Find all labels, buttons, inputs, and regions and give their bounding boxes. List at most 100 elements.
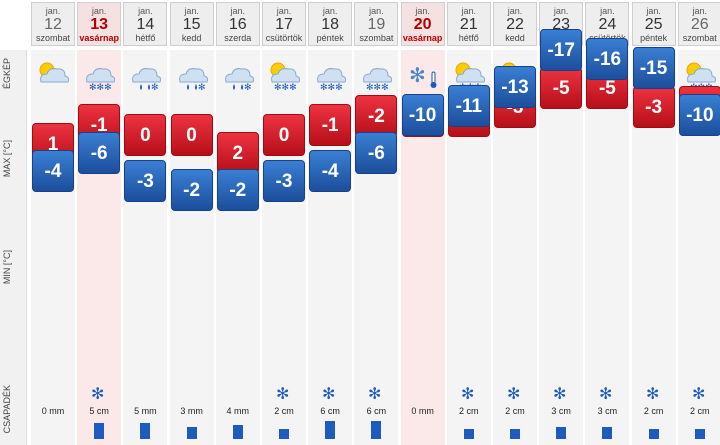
day-column-17: jan. 17 csütörtök ✻✻✻ 0 -3 ✻ 2 cm — [262, 0, 306, 445]
weekday-label: szerda — [224, 33, 252, 43]
min-temp-box: -4 — [32, 150, 74, 193]
precip-bar — [602, 427, 613, 439]
min-temp-box: -17 — [540, 28, 583, 71]
min-temp-box: -15 — [632, 47, 675, 90]
precip-amount: 2 cm — [274, 406, 294, 416]
day-column-18: jan. 18 péntek ✻✻✻ -1 -4 ✻ 6 cm — [308, 0, 353, 445]
precip-bar — [694, 429, 705, 439]
precip-amount: 0 mm — [41, 406, 65, 416]
svg-text:✻: ✻ — [409, 63, 426, 87]
month-label: jan. — [646, 6, 661, 16]
max-temp-box: -3 — [632, 85, 675, 128]
day-header[interactable]: jan. 22 kedd — [493, 2, 537, 46]
svg-text:✻: ✻ — [461, 384, 474, 403]
day-header[interactable]: jan. 17 csütörtök — [262, 2, 306, 46]
precip-amount: 2 cm — [643, 406, 664, 416]
svg-text:✻✻✻: ✻✻✻ — [320, 83, 343, 92]
day-header[interactable]: jan. 18 péntek — [308, 2, 353, 46]
day-column-13: jan. 13 vasárnap ✻✻✻ -1 -6 ✻ 5 cm — [77, 0, 122, 445]
month-label: jan. — [138, 6, 153, 16]
day-header[interactable]: jan. 20 vasárnap — [400, 2, 445, 46]
weekday-label: vasárnap — [79, 33, 119, 43]
max-temp-box: -5 — [540, 66, 583, 109]
svg-text:✻: ✻ — [91, 384, 104, 403]
day-header[interactable]: jan. 16 szerda — [215, 2, 260, 46]
day-header[interactable]: jan. 14 hétfő — [123, 2, 168, 46]
svg-text:✻✻✻: ✻✻✻ — [366, 83, 389, 92]
max-temp-box: 2 — [216, 132, 259, 175]
svg-text:✻: ✻ — [646, 384, 659, 403]
day-column-16: jan. 16 szerda ✻ 2 -2 4 mm — [215, 0, 260, 445]
snowflake-icon: ✻ — [597, 383, 617, 403]
weekday-label: kedd — [181, 33, 202, 43]
day-column-background — [585, 50, 630, 445]
day-column-12: jan. 12 szombat 1 -4 0 mm — [31, 0, 75, 445]
svg-text:✻✻✻: ✻✻✻ — [89, 83, 112, 92]
precip-amount: 2 cm — [459, 406, 479, 416]
day-number: 19 — [367, 16, 386, 33]
min-temp-box: -11 — [447, 84, 490, 127]
day-number: 21 — [459, 16, 478, 33]
max-temp-box: 0 — [263, 113, 305, 156]
day-number: 26 — [690, 16, 709, 33]
snowflake-icon: ✻ — [274, 383, 294, 403]
min-temp-box: -10 — [678, 94, 720, 137]
partly-cloudy-icon — [35, 58, 71, 92]
day-header[interactable]: jan. 19 szombat — [354, 2, 399, 46]
day-number: 20 — [413, 16, 432, 33]
precip-amount: 6 cm — [320, 406, 340, 416]
day-header[interactable]: jan. 21 hétfő — [446, 2, 491, 46]
day-number: 16 — [228, 16, 247, 33]
day-header[interactable]: jan. 15 kedd — [169, 2, 214, 46]
svg-text:✻: ✻ — [368, 384, 381, 403]
day-number: 17 — [275, 16, 293, 33]
svg-text:✻: ✻ — [553, 384, 566, 403]
max-temp-box: -2 — [355, 94, 398, 137]
snowflake-icon: ✻ — [89, 383, 109, 403]
month-label: jan. — [507, 6, 523, 16]
day-number: 15 — [182, 16, 201, 33]
day-column-14: jan. 14 hétfő ✻ 0 -3 5 mm — [123, 0, 168, 445]
snowflake-icon: ✻ — [366, 383, 386, 403]
month-label: jan. — [369, 6, 384, 16]
cloud-sleet-icon: ✻ — [127, 58, 163, 93]
svg-text:✻✻✻: ✻✻✻ — [274, 83, 297, 92]
snowflake-icon: ✻ — [505, 383, 525, 403]
month-label: jan. — [692, 6, 708, 16]
day-number: 22 — [506, 16, 524, 33]
precip-amount: 5 cm — [89, 406, 109, 416]
precip-amount: 3 cm — [597, 406, 618, 416]
precip-amount: 3 mm — [180, 406, 203, 416]
svg-text:✻: ✻ — [692, 384, 705, 403]
day-column-23: jan.23szerda✻✻✻-5-17✻3 cm — [539, 0, 584, 445]
cloud-snow-icon: ✻✻✻ — [81, 58, 117, 93]
min-temp-box: -2 — [216, 168, 259, 211]
precip-bar — [556, 427, 567, 439]
day-header[interactable]: jan. 13 vasárnap — [77, 2, 122, 46]
precip-amount: 2 cm — [505, 406, 525, 416]
svg-text:✻: ✻ — [151, 83, 159, 92]
snowflake-icon: ✻ — [459, 383, 479, 403]
precip-bar — [325, 421, 336, 439]
precip-amount: 0 mm — [411, 406, 434, 416]
day-number: 13 — [90, 16, 109, 33]
month-label: jan. — [461, 6, 477, 16]
day-number: 24 — [598, 16, 617, 33]
snowflake-icon: ✻ — [690, 383, 710, 403]
day-header[interactable]: jan. 12 szombat — [31, 2, 75, 46]
max-temp-box: 0 — [170, 113, 213, 156]
month-label: jan. — [91, 6, 107, 16]
weekday-label: hétfő — [458, 33, 479, 43]
precip-bar — [510, 429, 520, 439]
svg-text:✻: ✻ — [244, 83, 252, 92]
weekday-label: péntek — [640, 33, 668, 43]
day-header[interactable]: jan. 25 péntek — [631, 2, 676, 46]
precip-amount: 4 mm — [226, 406, 250, 416]
snowflake-icon: ✻ — [320, 383, 340, 403]
day-header[interactable]: jan. 26 szombat — [677, 2, 720, 46]
cloud-snow-icon: ✻✻✻ — [358, 58, 394, 93]
max-temp-box: 0 — [124, 113, 167, 156]
